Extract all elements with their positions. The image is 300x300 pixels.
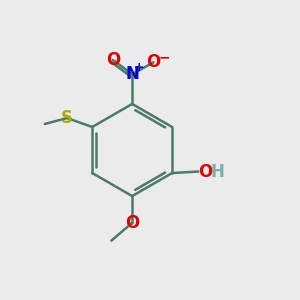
Text: H: H	[211, 163, 225, 181]
Text: O: O	[146, 53, 161, 71]
Text: −: −	[158, 50, 170, 64]
Text: S: S	[61, 109, 73, 127]
Text: N: N	[125, 65, 139, 83]
Text: O: O	[198, 163, 212, 181]
Text: O: O	[125, 214, 139, 232]
Text: O: O	[106, 51, 120, 69]
Text: +: +	[134, 61, 145, 74]
